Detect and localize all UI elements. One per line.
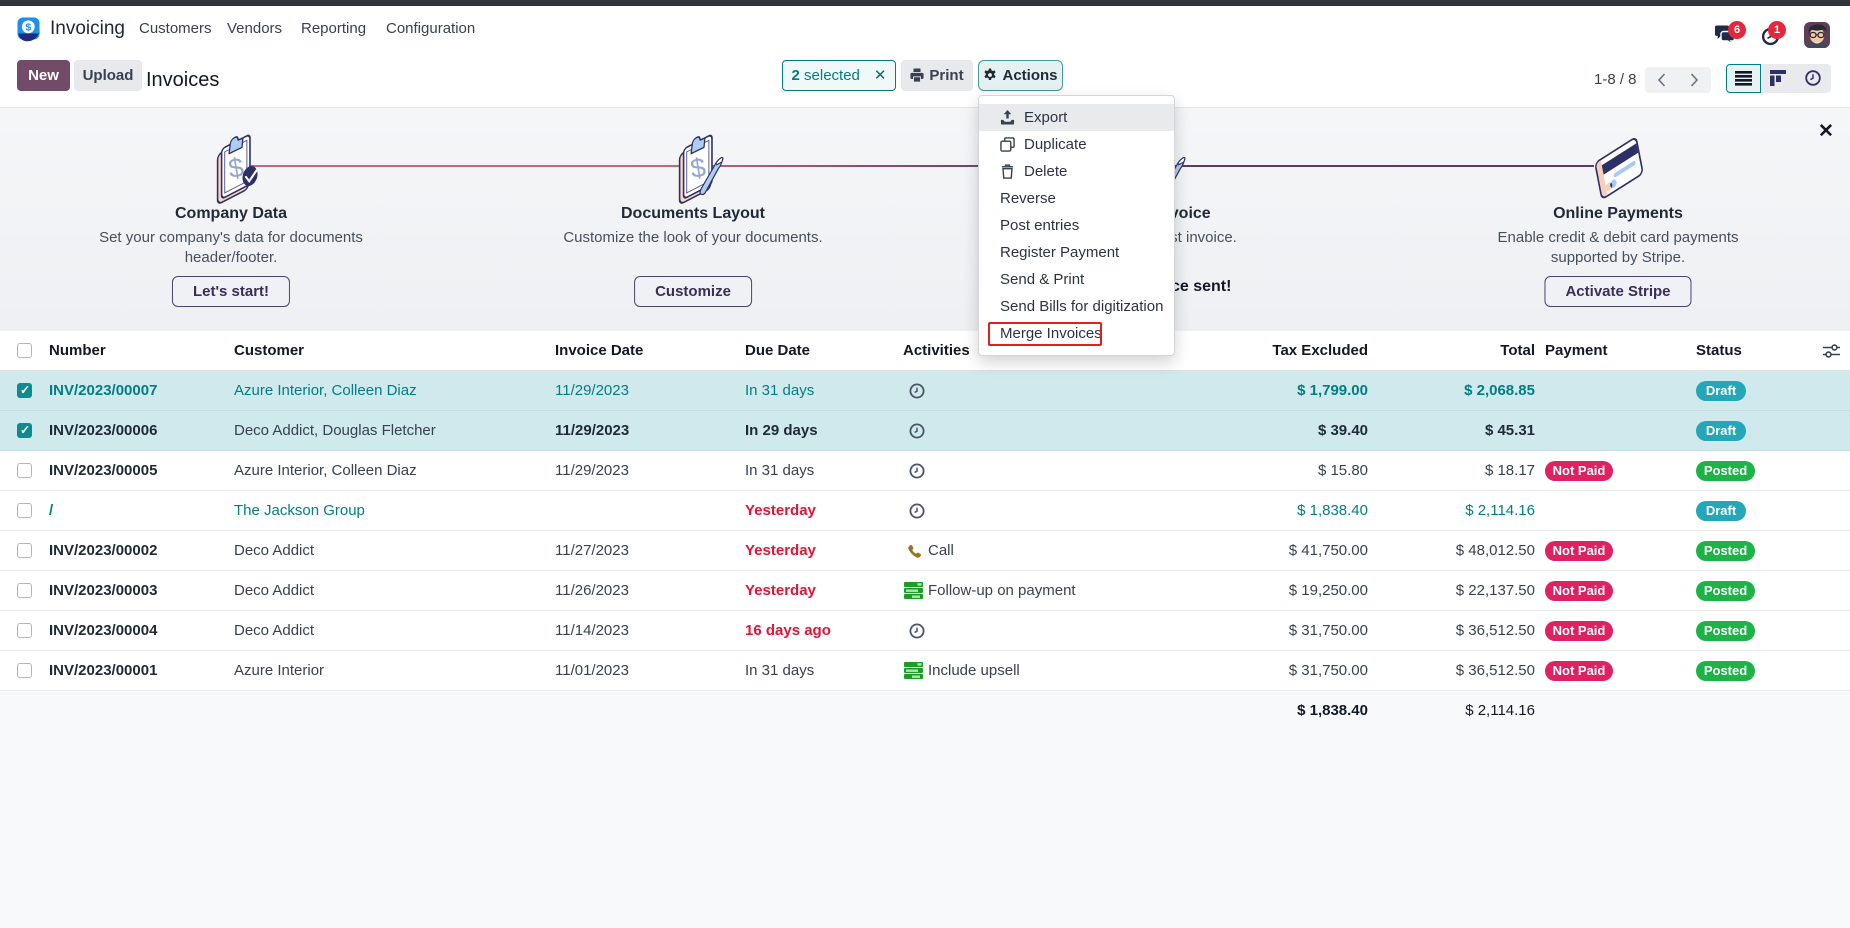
svg-text:$: $ — [25, 22, 31, 34]
svg-text:$: $ — [688, 152, 708, 184]
svg-text:$: $ — [226, 152, 246, 184]
